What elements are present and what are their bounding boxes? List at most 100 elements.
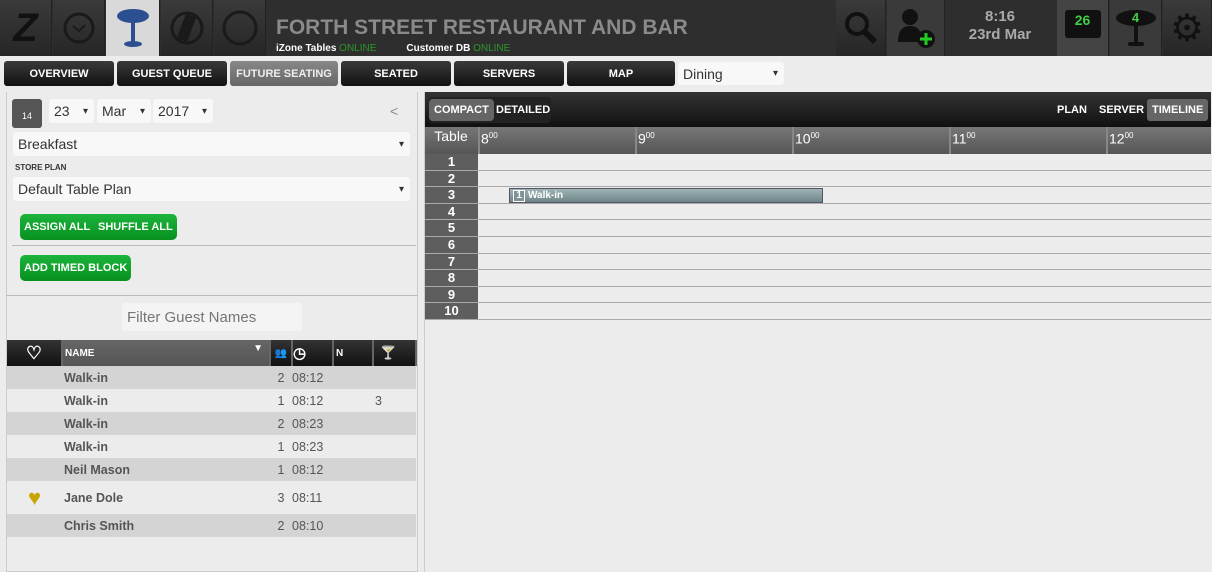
n-cell (333, 366, 373, 389)
timeline-row[interactable]: 2 (425, 170, 1211, 188)
tab-servers[interactable]: SERVERS (454, 61, 564, 86)
table-number: 2 (425, 170, 478, 187)
timeline-row[interactable]: 1 (425, 154, 1211, 171)
izone-logo-icon[interactable]: Z (0, 0, 52, 56)
compact-button[interactable]: COMPACT (429, 99, 494, 121)
n-cell (333, 389, 373, 412)
guest-name: Jane Dole (62, 481, 270, 514)
arrival-time: 08:10 (292, 514, 333, 537)
table-icon[interactable] (106, 0, 160, 56)
guest-row[interactable]: Walk-in 1 08:23 (7, 435, 416, 458)
arrival-time: 08:11 (292, 481, 333, 514)
table-column-icon[interactable]: 🍸 (373, 340, 417, 366)
clock-icon[interactable] (53, 0, 105, 56)
guest-row[interactable]: Walk-in 1 08:12 3 (7, 389, 416, 412)
add-user-icon[interactable] (887, 0, 945, 56)
circle-icon[interactable] (214, 0, 266, 56)
timeline-row[interactable]: 10 (425, 303, 1211, 320)
tab-overview[interactable]: OVERVIEW (4, 61, 114, 86)
arrival-time: 08:23 (292, 412, 333, 435)
assigned-table (373, 412, 416, 435)
guest-row[interactable]: Walk-in 2 08:23 (7, 412, 416, 435)
table-number: 6 (425, 236, 478, 253)
guest-name: Walk-in (62, 366, 270, 389)
guest-name: Chris Smith (62, 514, 270, 537)
tab-future-seating[interactable]: FUTURE SEATING (230, 61, 338, 86)
session-select[interactable]: Breakfast (13, 132, 410, 156)
detailed-button[interactable]: DETAILED (496, 104, 551, 116)
party-size: 2 (270, 366, 292, 389)
phone-icon[interactable] (161, 0, 213, 56)
timeline-row[interactable]: 4 (425, 203, 1211, 221)
party-size: 3 (270, 481, 292, 514)
n-cell (333, 481, 373, 514)
store-plan-label: STORE PLAN (15, 163, 67, 172)
tab-map[interactable]: MAP (567, 61, 675, 86)
guest-name: Neil Mason (62, 458, 270, 481)
sort-icon: ▼ (253, 343, 263, 354)
party-size: 1 (270, 435, 292, 458)
vip-heart-icon: ♥ (7, 481, 62, 514)
booking-name: Walk-in (527, 190, 564, 202)
shuffle-all-button[interactable]: SHUFFLE ALL (94, 214, 177, 240)
arrival-time: 08:12 (292, 458, 333, 481)
divider (6, 295, 418, 296)
timeline-row[interactable]: 8 (425, 270, 1211, 287)
timeline-toolbar: COMPACT DETAILED PLAN SERVER TIMELINE (425, 92, 1211, 127)
party-size-column-icon[interactable]: 👥 (270, 340, 293, 366)
divider (12, 245, 416, 246)
party-size: 1 (270, 389, 292, 412)
guest-table: ♡ NAME ▼ 👥 ◷ N 🍸 Walk-in 2 08:12 Walk-in … (7, 340, 417, 537)
guest-row[interactable]: Neil Mason 1 08:12 (7, 458, 416, 481)
party-size: 2 (270, 412, 292, 435)
filter-guest-names-input[interactable] (122, 303, 302, 331)
guest-name: Walk-in (62, 412, 270, 435)
table-number: 5 (425, 220, 478, 236)
n-column-header[interactable]: N (333, 340, 374, 366)
vip-column-icon[interactable]: ♡ (7, 340, 63, 366)
vip-cell (7, 366, 62, 389)
assign-all-button[interactable]: ASSIGN ALL (20, 214, 95, 240)
tables-count: 4 (1115, 10, 1156, 26)
message-icon[interactable]: 26 (1057, 0, 1109, 56)
collapse-button[interactable]: < (390, 103, 399, 119)
gear-icon[interactable]: ⚙ (1163, 0, 1212, 56)
table-number: 1 (425, 154, 478, 170)
guest-row[interactable]: Walk-in 2 08:12 (7, 366, 416, 389)
guest-row[interactable]: Chris Smith 2 08:10 (7, 514, 416, 537)
table-number: 9 (425, 286, 478, 303)
timeline-row[interactable]: 7 (425, 253, 1211, 271)
booking-block[interactable]: 1 Walk-in (509, 188, 824, 204)
search-icon[interactable] (836, 0, 886, 56)
n-cell (333, 514, 373, 537)
timeline-row[interactable]: 5 (425, 220, 1211, 237)
calendar-icon[interactable]: 14 (12, 99, 42, 128)
assigned-table (373, 481, 416, 514)
area-select[interactable]: Dining (678, 62, 784, 85)
year-select[interactable]: 2017 (153, 99, 213, 123)
timeline-row[interactable]: 6 (425, 236, 1211, 254)
plan-view-button[interactable]: PLAN (1057, 104, 1087, 116)
timeline-view-button[interactable]: TIMELINE (1147, 99, 1209, 121)
timeline-row[interactable]: 3 1 Walk-in (425, 187, 1211, 204)
day-select[interactable]: 23 (49, 99, 94, 123)
assigned-table (373, 435, 416, 458)
timeline-row[interactable]: 9 (425, 286, 1211, 304)
hour-label: 800 (478, 127, 498, 154)
time-column-icon[interactable]: ◷ (292, 340, 334, 366)
guest-name: Walk-in (62, 435, 270, 458)
month-select[interactable]: Mar (97, 99, 151, 123)
guest-row[interactable]: ♥ Jane Dole 3 08:11 (7, 481, 416, 514)
header: Z FORTH STREET RESTAURANT AND BAR iZone … (0, 0, 1212, 56)
name-column-header[interactable]: NAME ▼ (62, 340, 271, 366)
server-view-button[interactable]: SERVER (1099, 104, 1145, 116)
tab-guest-queue[interactable]: GUEST QUEUE (117, 61, 227, 86)
store-plan-select[interactable]: Default Table Plan (13, 177, 410, 201)
assigned-table: 3 (373, 389, 416, 412)
timeline-header: Table 800 900 1000 1100 1200 (425, 127, 1211, 154)
hour-label: 1200 (1106, 127, 1133, 154)
add-timed-block-button[interactable]: ADD TIMED BLOCK (20, 255, 132, 281)
tab-seated[interactable]: SEATED (341, 61, 451, 86)
table-count-icon[interactable]: 4 (1110, 0, 1162, 56)
n-cell (333, 458, 373, 481)
